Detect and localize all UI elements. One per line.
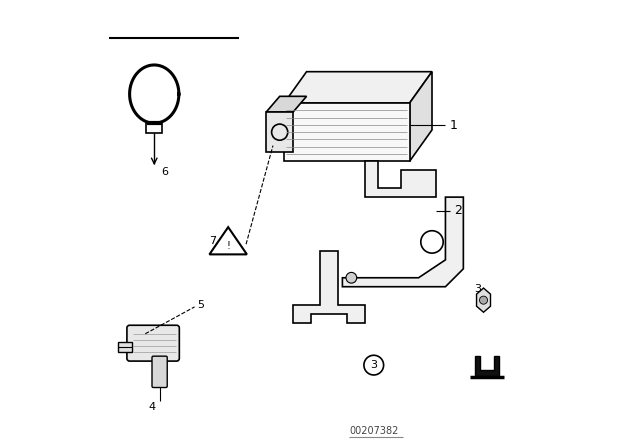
Text: !: ! (226, 241, 230, 251)
Text: 00207382: 00207382 (349, 426, 399, 436)
FancyBboxPatch shape (127, 325, 179, 361)
Text: 3: 3 (371, 360, 377, 370)
FancyBboxPatch shape (118, 342, 132, 352)
Text: 7: 7 (209, 236, 216, 246)
Text: 4: 4 (148, 402, 156, 412)
Text: 2: 2 (454, 204, 462, 217)
Polygon shape (266, 96, 307, 112)
Polygon shape (284, 72, 432, 103)
Text: 6: 6 (161, 167, 168, 177)
Polygon shape (266, 112, 293, 152)
Text: 5: 5 (197, 300, 204, 310)
FancyBboxPatch shape (152, 356, 167, 388)
Text: 1: 1 (450, 119, 458, 132)
Polygon shape (293, 251, 365, 323)
FancyBboxPatch shape (146, 123, 163, 133)
Circle shape (346, 272, 356, 283)
Polygon shape (475, 356, 499, 376)
Text: 3: 3 (475, 284, 481, 294)
Circle shape (479, 296, 488, 304)
Polygon shape (410, 72, 432, 161)
Polygon shape (365, 161, 436, 197)
Polygon shape (342, 197, 463, 287)
Polygon shape (284, 103, 410, 161)
Polygon shape (477, 288, 490, 312)
